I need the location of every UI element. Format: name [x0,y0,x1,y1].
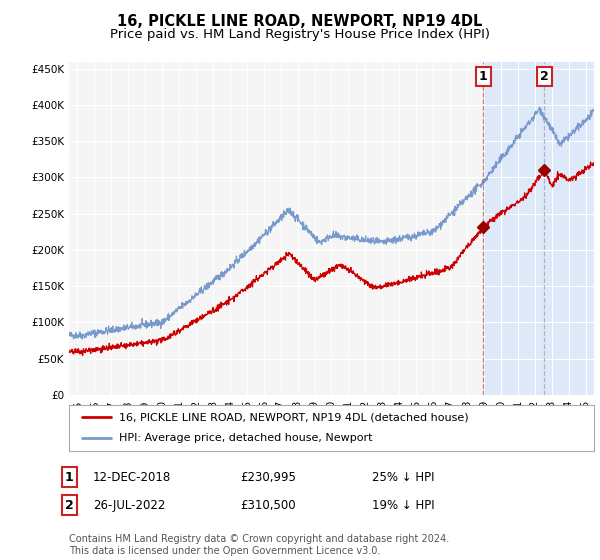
Bar [483,62,594,395]
Text: £230,995: £230,995 [240,470,296,484]
Text: Price paid vs. HM Land Registry's House Price Index (HPI): Price paid vs. HM Land Registry's House … [110,28,490,41]
Text: 2: 2 [540,70,549,83]
Text: 1: 1 [479,70,487,83]
Text: 19% ↓ HPI: 19% ↓ HPI [372,498,434,512]
Text: 25% ↓ HPI: 25% ↓ HPI [372,470,434,484]
Text: Contains HM Land Registry data © Crown copyright and database right 2024.
This d: Contains HM Land Registry data © Crown c… [69,534,449,556]
Text: 16, PICKLE LINE ROAD, NEWPORT, NP19 4DL: 16, PICKLE LINE ROAD, NEWPORT, NP19 4DL [118,14,482,29]
Text: 2: 2 [65,498,73,512]
Text: 16, PICKLE LINE ROAD, NEWPORT, NP19 4DL (detached house): 16, PICKLE LINE ROAD, NEWPORT, NP19 4DL … [119,412,469,422]
Text: £310,500: £310,500 [240,498,296,512]
Text: 26-JUL-2022: 26-JUL-2022 [93,498,166,512]
Text: HPI: Average price, detached house, Newport: HPI: Average price, detached house, Newp… [119,433,373,444]
Text: 12-DEC-2018: 12-DEC-2018 [93,470,171,484]
Text: 1: 1 [65,470,73,484]
